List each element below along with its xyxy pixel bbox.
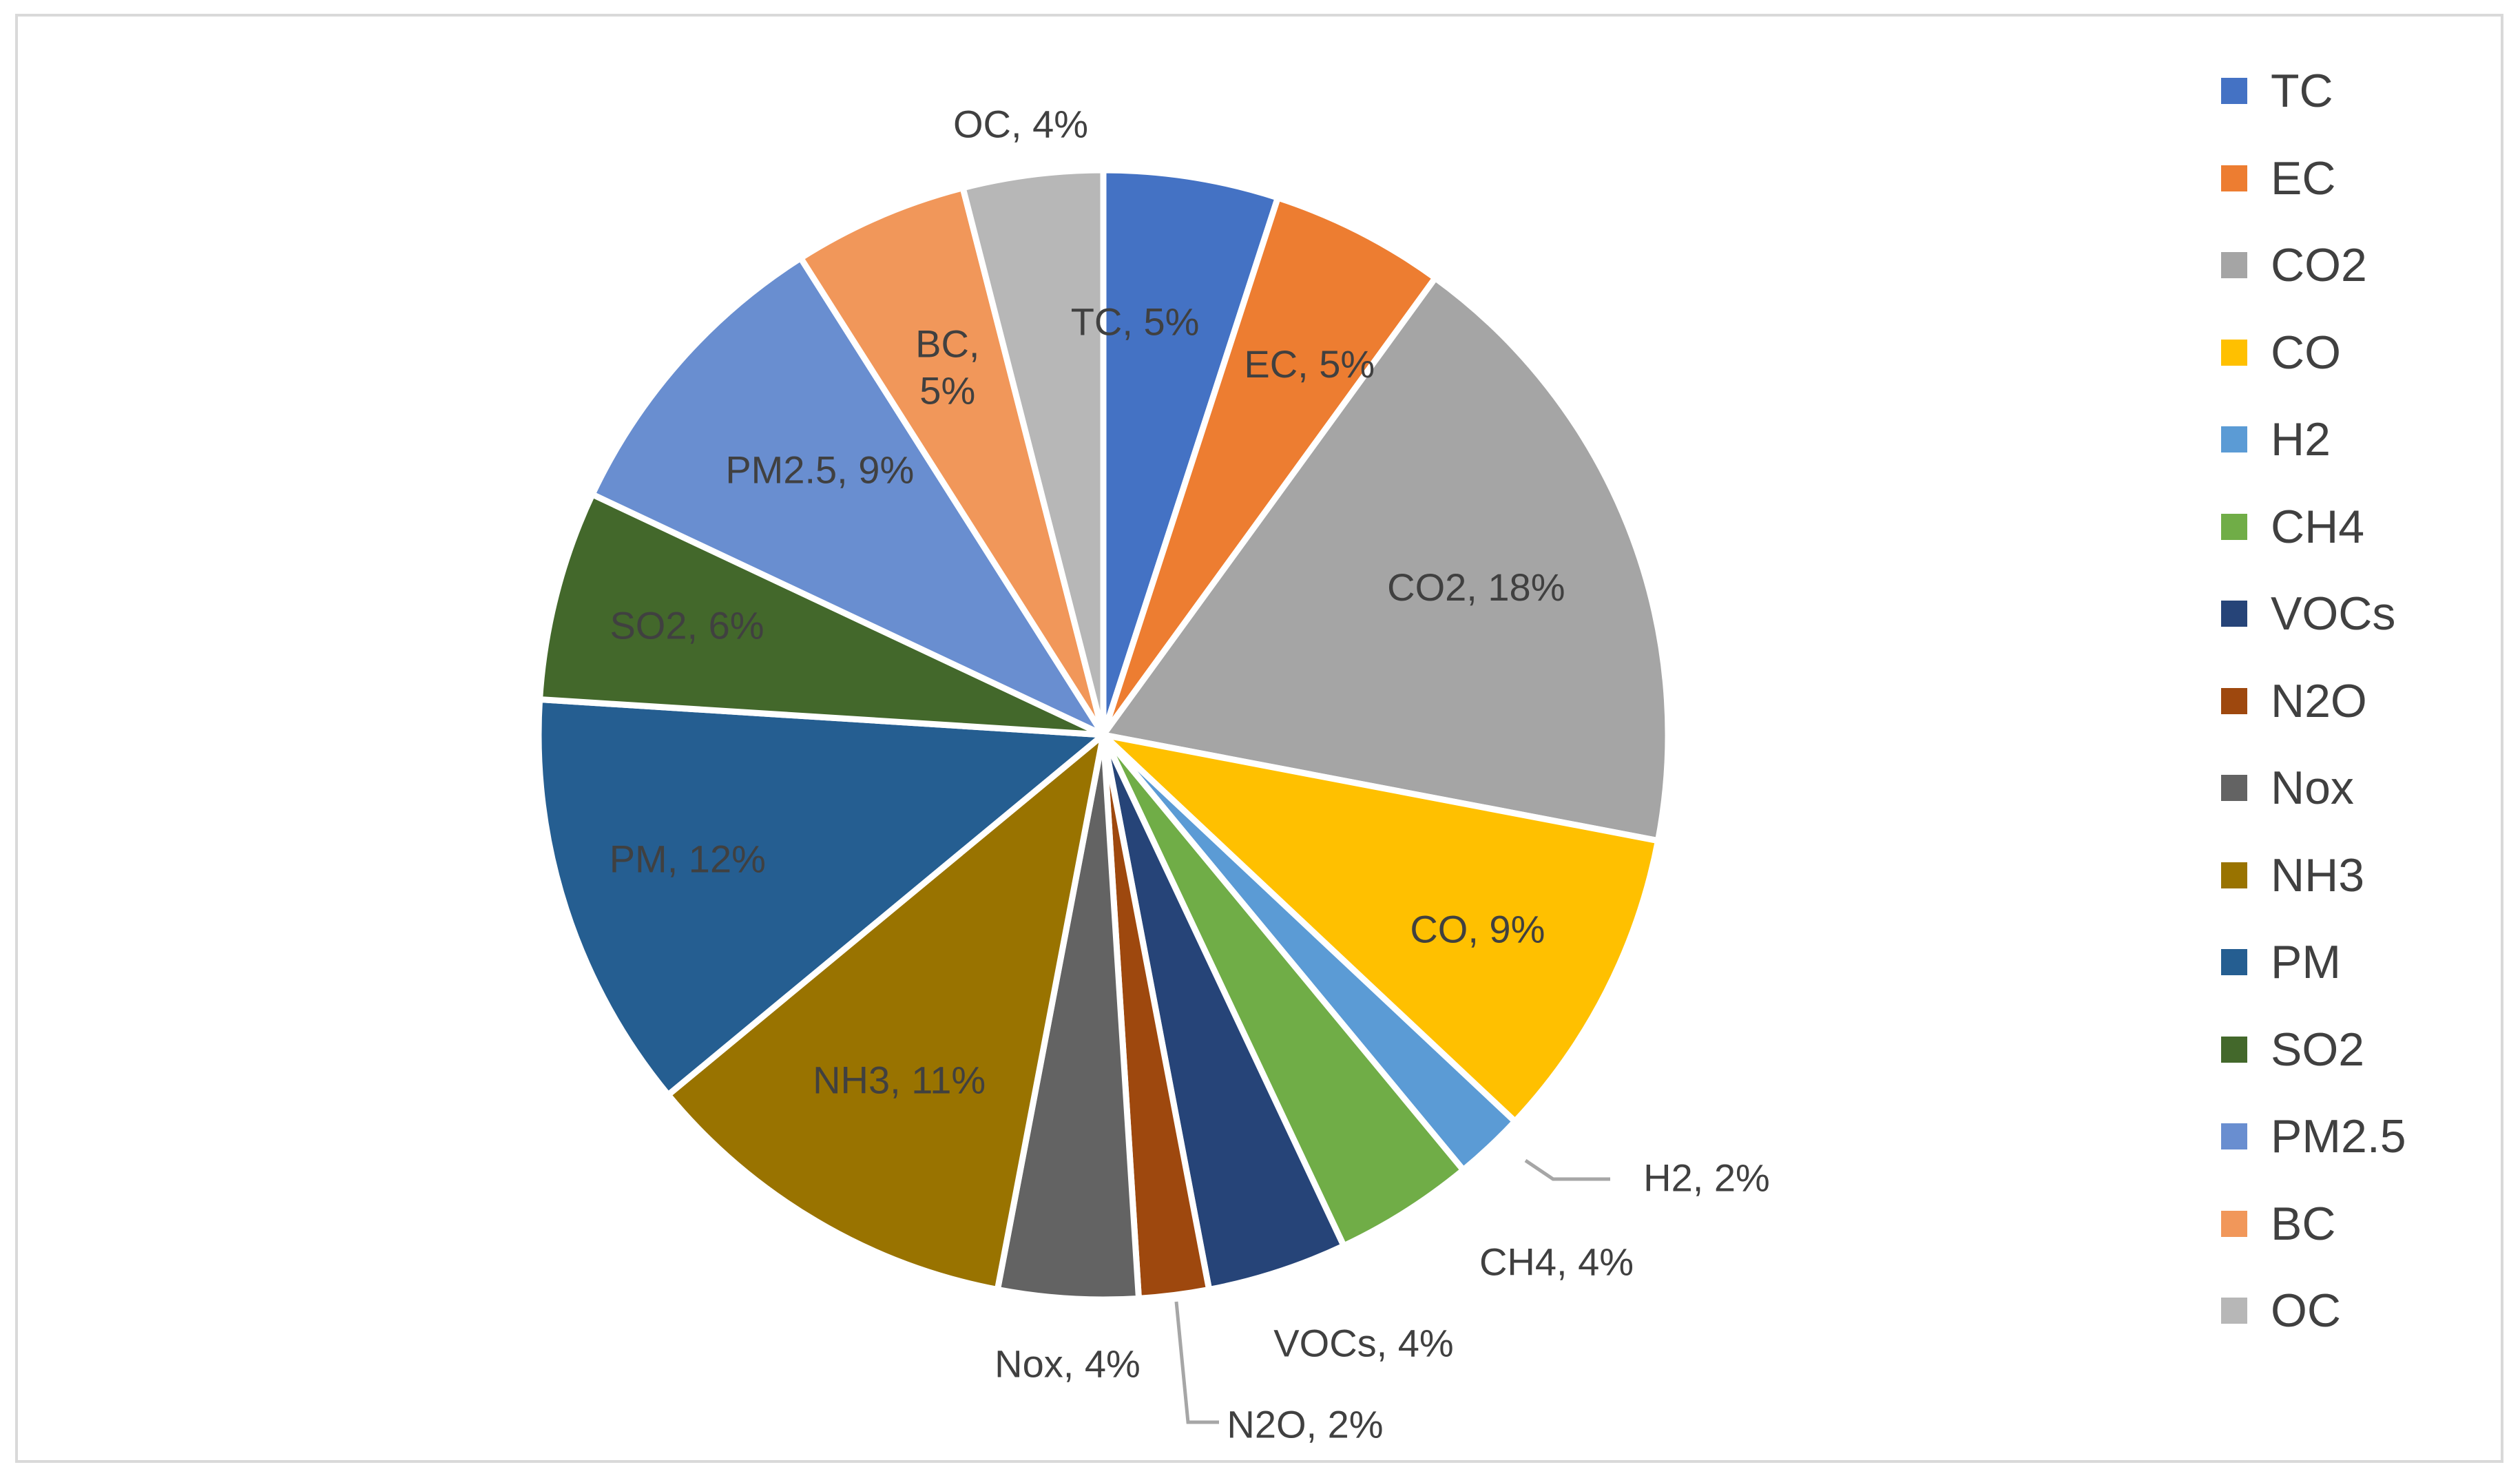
pie-slice-ec <box>1100 194 1439 738</box>
legend-swatch <box>2221 1036 2247 1063</box>
pie-slice-co <box>1100 731 1661 1125</box>
legend-label: PM2.5 <box>2271 1110 2406 1163</box>
data-label-tc: TC, 5% <box>1071 300 1200 343</box>
pie-slice-pm2-5 <box>589 255 1107 738</box>
legend-item-nh3: NH3 <box>2221 833 2497 920</box>
data-label-pm: PM, 12% <box>610 837 766 880</box>
legend-item-n2o: N2O <box>2221 658 2497 746</box>
legend-swatch <box>2221 1210 2247 1237</box>
legend-item-ch4: CH4 <box>2221 484 2497 572</box>
legend-item-co: CO <box>2221 310 2497 397</box>
data-label-co2: CO2, 18% <box>1387 565 1565 609</box>
data-label-vocs: VOCs, 4% <box>1273 1322 1453 1365</box>
data-label-so2: SO2, 6% <box>610 603 764 647</box>
legend-label: CO <box>2271 326 2341 379</box>
leader-line-n2o <box>1174 1301 1219 1424</box>
legend-label: TC <box>2271 65 2333 117</box>
data-label-ec: EC, 5% <box>1244 342 1375 386</box>
legend-item-tc: TC <box>2221 48 2497 136</box>
legend-item-co2: CO2 <box>2221 222 2497 310</box>
data-label-co: CO, 9% <box>1410 907 1545 950</box>
legend-label: H2 <box>2271 413 2331 466</box>
legend-item-h2: H2 <box>2221 397 2497 484</box>
legend-label: BC <box>2271 1197 2336 1250</box>
legend-swatch <box>2221 601 2247 627</box>
legend-item-vocs: VOCs <box>2221 571 2497 658</box>
legend-swatch <box>2221 426 2247 452</box>
legend-swatch <box>2221 1298 2247 1324</box>
data-label-n2o: N2O, 2% <box>1227 1403 1383 1446</box>
legend-label: Nox <box>2271 762 2354 814</box>
legend-label: PM <box>2271 936 2341 988</box>
legend-swatch <box>2221 862 2247 888</box>
legend-label: EC <box>2271 152 2336 205</box>
legend-item-bc: BC <box>2221 1181 2497 1269</box>
leader-line-h2 <box>1524 1158 1610 1181</box>
pie-slice-oc <box>959 167 1107 738</box>
legend-swatch <box>2221 513 2247 540</box>
legend-item-so2: SO2 <box>2221 1007 2497 1094</box>
pie-slice-bc <box>798 185 1107 738</box>
data-label-nox: Nox, 4% <box>995 1342 1141 1386</box>
legend-item-nox: Nox <box>2221 745 2497 833</box>
data-label-pm2-5: PM2.5, 9% <box>725 448 914 491</box>
legend-item-pm: PM <box>2221 919 2497 1007</box>
pie-slice-so2 <box>537 491 1107 738</box>
data-label-h2: H2, 2% <box>1643 1156 1770 1200</box>
legend-label: SO2 <box>2271 1023 2365 1076</box>
legend-swatch <box>2221 252 2247 278</box>
legend-swatch <box>2221 78 2247 104</box>
pie-slice-pm <box>535 696 1107 1099</box>
legend-label: CO2 <box>2271 239 2367 291</box>
legend-item-oc: OC <box>2221 1268 2497 1355</box>
legend-item-pm2-5: PM2.5 <box>2221 1094 2497 1181</box>
pie-slice-nh3 <box>665 731 1107 1293</box>
data-label-nh3: NH3, 11% <box>813 1059 986 1102</box>
legend-swatch <box>2221 687 2247 714</box>
legend-item-ec: EC <box>2221 136 2497 223</box>
legend-label: VOCs <box>2271 587 2396 640</box>
legend-swatch <box>2221 949 2247 975</box>
legend-label: CH4 <box>2271 500 2365 553</box>
legend-swatch <box>2221 339 2247 366</box>
legend: TC EC CO2 CO H2 CH4 VOCs N2O Nox NH3 PM SO2 PM2.5 BC O… <box>2221 48 2497 1355</box>
legend-swatch <box>2221 1123 2247 1149</box>
data-label-bc: BC, 5% <box>915 322 979 412</box>
pie-slice-co2 <box>1100 275 1672 844</box>
data-label-oc: OC, 4% <box>953 103 1088 146</box>
legend-swatch <box>2221 775 2247 801</box>
legend-label: OC <box>2271 1284 2341 1337</box>
data-label-ch4: CH4, 4% <box>1479 1240 1634 1284</box>
legend-label: NH3 <box>2271 849 2365 902</box>
legend-swatch <box>2221 165 2247 191</box>
legend-label: N2O <box>2271 674 2367 727</box>
